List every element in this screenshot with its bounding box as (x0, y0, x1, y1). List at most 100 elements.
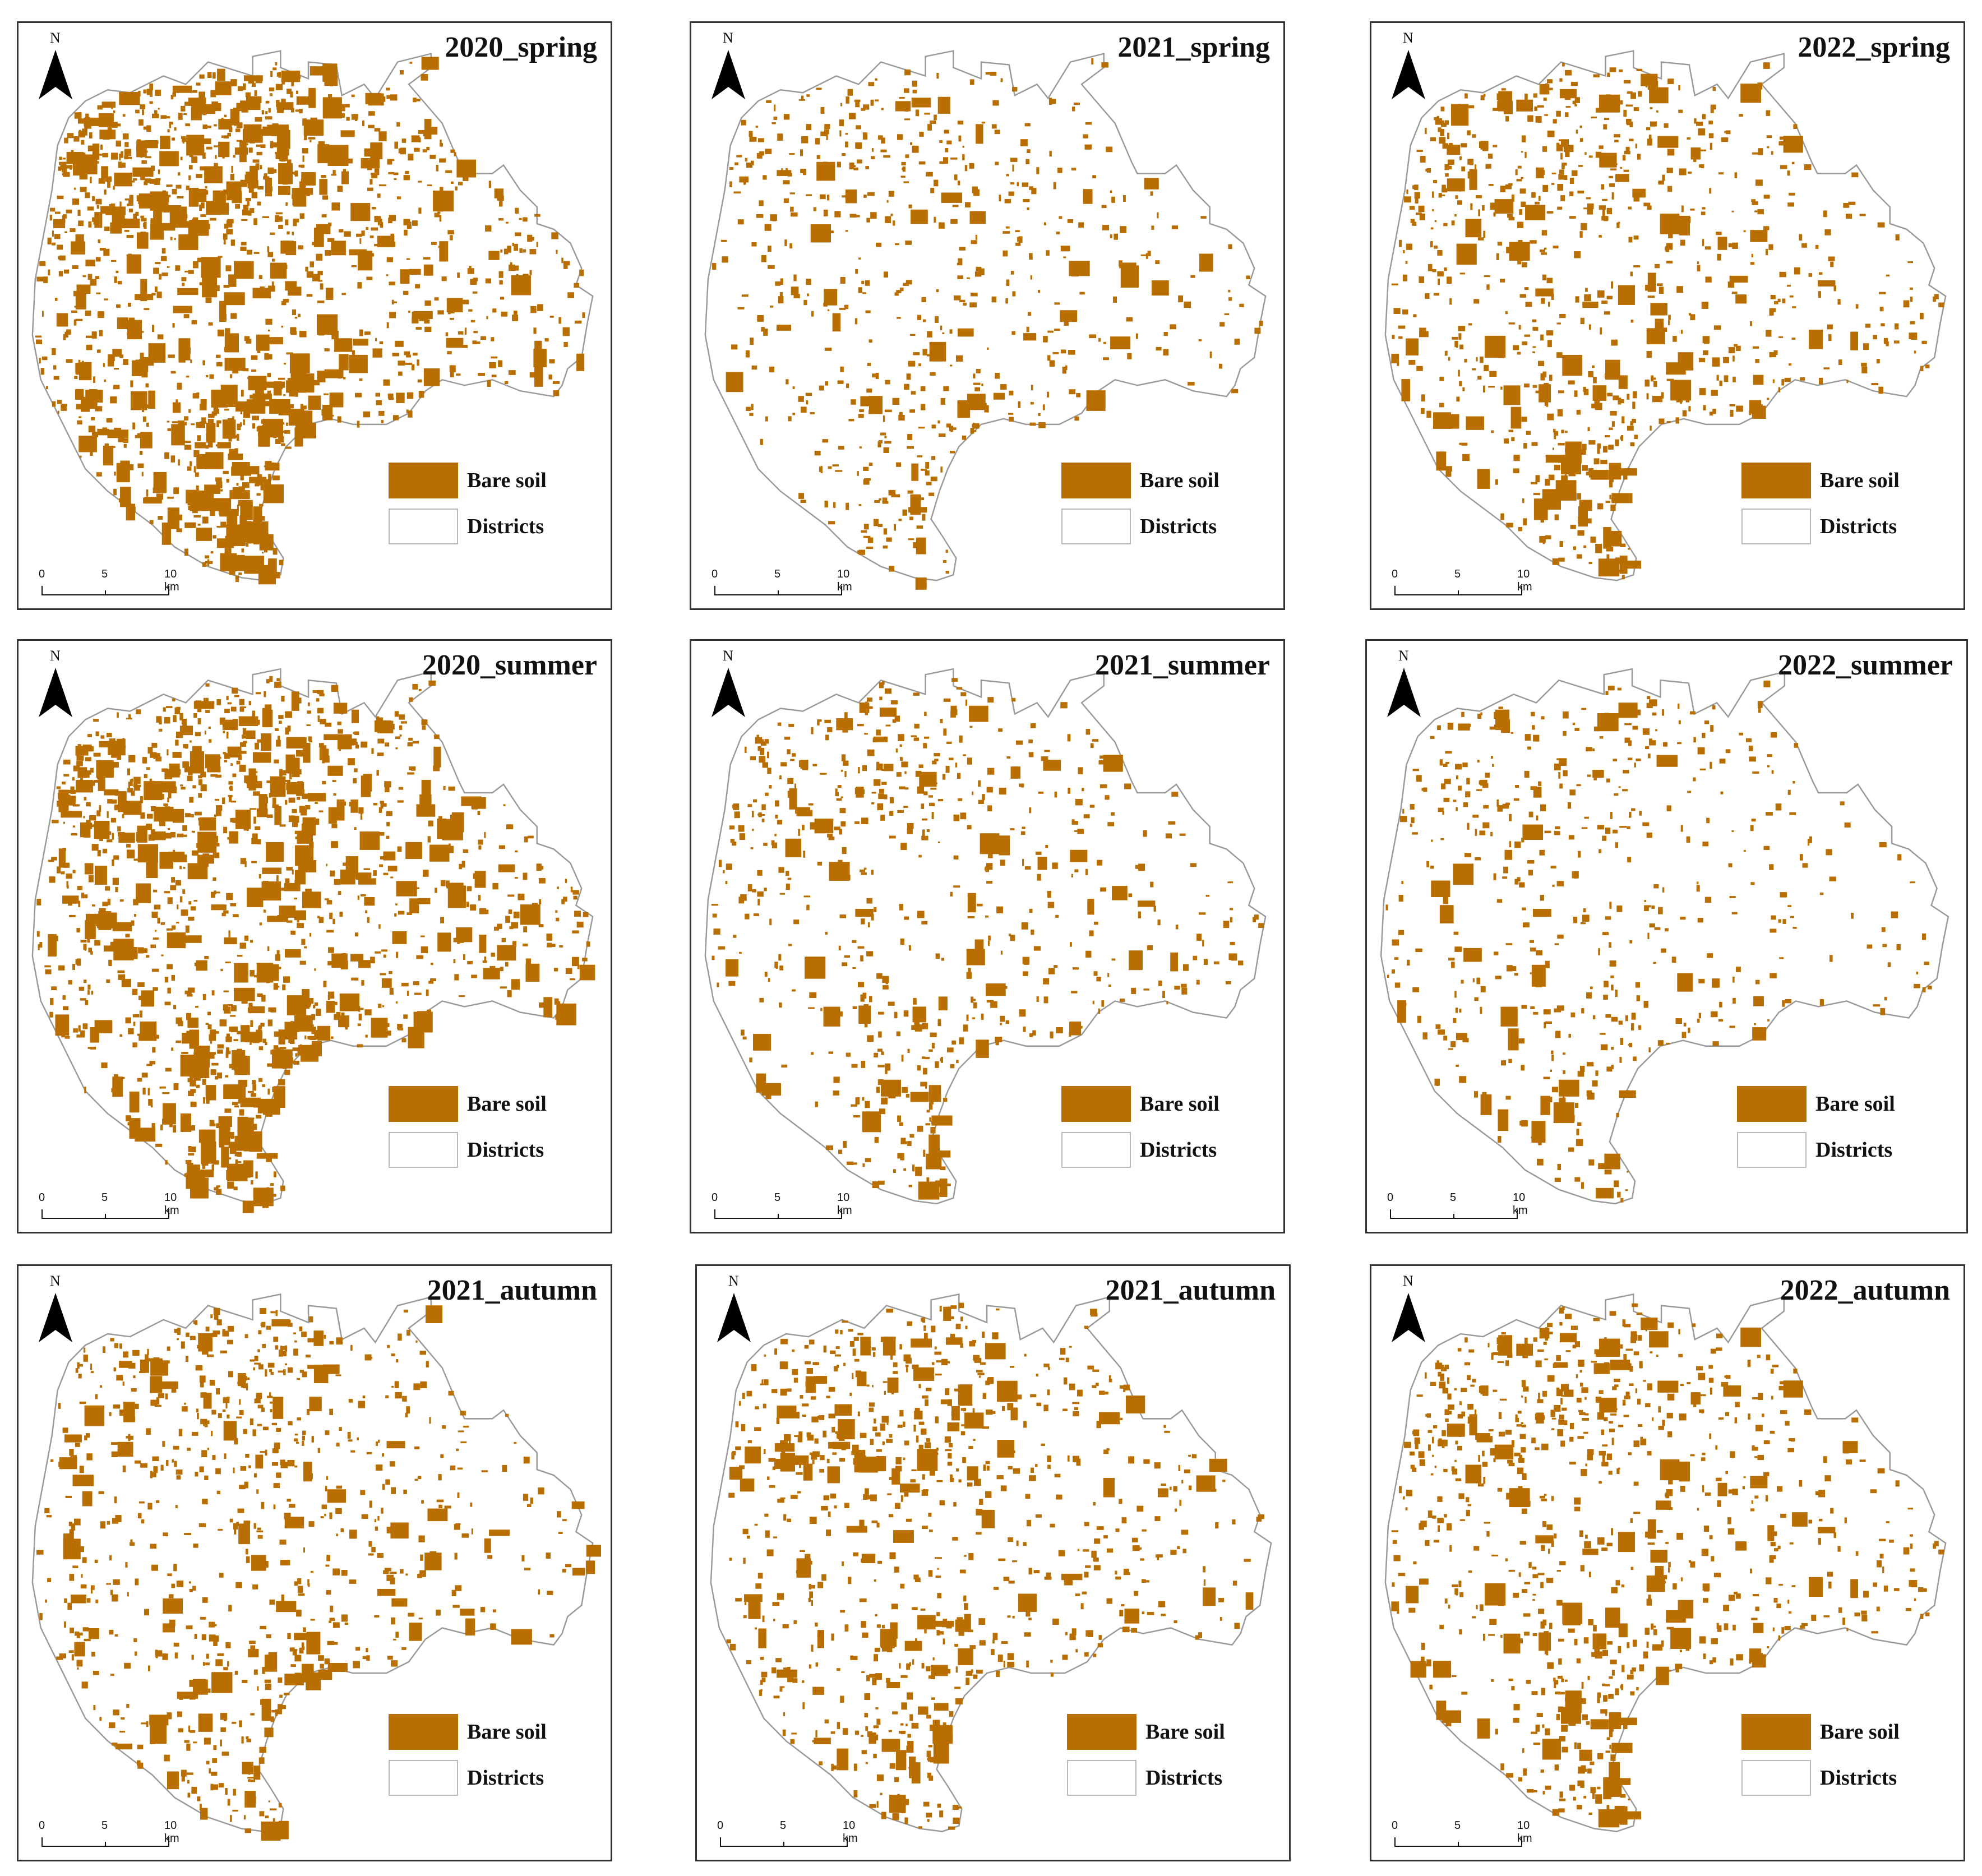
bare-soil-patch (149, 778, 152, 786)
bare-soil-patch (178, 113, 183, 120)
bare-soil-patch (288, 797, 295, 803)
north-label: N (723, 648, 733, 664)
bare-soil-patch (218, 119, 232, 130)
bare-soil-patch (406, 409, 409, 413)
bare-soil-patch (813, 207, 817, 211)
bare-soil-patch (1538, 1142, 1542, 1145)
bare-soil-patch (1633, 235, 1639, 240)
bare-soil-patch (883, 447, 889, 453)
bare-soil-patch (1531, 192, 1536, 198)
bare-soil-patch (102, 427, 107, 434)
bare-soil-patch (455, 186, 458, 191)
bare-soil-patch (538, 899, 542, 905)
bare-soil-patch (305, 266, 308, 272)
bare-soil-patch (775, 815, 778, 819)
bare-soil-patch (512, 941, 516, 947)
bare-soil-patch (718, 946, 726, 950)
bare-soil-patch (1071, 819, 1075, 821)
bare-soil-patch (937, 96, 950, 114)
bare-soil-patch (188, 347, 191, 354)
bare-soil-patch (1111, 196, 1115, 203)
bare-soil-patch (1662, 174, 1665, 181)
bare-soil-patch (1755, 358, 1759, 363)
bare-soil-patch (1700, 149, 1706, 151)
bare-soil-patch (949, 329, 953, 334)
bare-soil-patch (973, 382, 981, 385)
bare-soil-patch (49, 214, 52, 221)
bare-soil-patch (180, 156, 183, 160)
bare-soil-patch (408, 410, 413, 418)
bare-soil-patch (201, 417, 206, 423)
bare-soil-patch (1458, 326, 1466, 331)
bare-soil-patch (173, 1083, 179, 1091)
bare-soil-patch (1595, 151, 1602, 158)
bare-soil-patch (1554, 763, 1561, 771)
bare-soil-patch (523, 217, 528, 222)
bare-soil-patch (789, 243, 793, 249)
bare-soil-patch (486, 316, 488, 320)
bare-soil-patch (538, 924, 544, 927)
bare-soil-patch (865, 280, 870, 286)
bare-soil-patch (353, 778, 357, 784)
bare-soil-patch (449, 235, 453, 241)
bare-soil-patch (1725, 130, 1731, 135)
bare-soil-patch (937, 1019, 941, 1027)
bare-soil-patch (353, 339, 368, 346)
bare-soil-patch (185, 123, 191, 127)
bare-soil-patch (266, 337, 283, 345)
bare-soil-patch (278, 429, 281, 434)
bare-soil-patch (1712, 86, 1716, 91)
bare-soil-patch (1789, 295, 1794, 298)
bare-soil-patch (41, 311, 44, 317)
bare-soil-patch (898, 414, 905, 421)
bare-soil-patch (868, 922, 870, 928)
bare-soil-patch (824, 129, 829, 135)
bare-soil-patch (756, 214, 763, 218)
bare-soil-patch (930, 1127, 936, 1134)
bare-soil-patch (857, 724, 864, 727)
bare-soil-patch (63, 774, 70, 777)
bare-soil-patch (1611, 339, 1618, 346)
bare-soil-patch (357, 282, 362, 289)
bare-soil-patch (145, 404, 150, 409)
bare-soil-patch (394, 178, 397, 180)
bare-soil-patch (935, 953, 940, 959)
bare-soil-patch (338, 1015, 349, 1028)
bare-soil-patch (969, 705, 988, 722)
bare-soil-patch (1768, 244, 1773, 250)
bare-soil-patch (1028, 739, 1033, 743)
bare-soil-patch (1089, 805, 1095, 808)
bare-soil-patch (384, 781, 391, 788)
bare-soil-patch (788, 944, 792, 946)
bare-soil-patch (162, 1092, 170, 1094)
bare-soil-patch (1024, 123, 1031, 127)
bare-soil-patch (356, 233, 362, 237)
bare-soil-patch (828, 466, 832, 469)
bare-soil-patch (232, 489, 237, 494)
bare-soil-patch (1202, 940, 1204, 947)
bare-soil-patch (147, 1088, 150, 1096)
bare-soil-patch (403, 290, 409, 295)
bare-soil-patch (141, 948, 147, 953)
bare-soil-patch (1701, 211, 1706, 215)
bare-soil-patch (779, 292, 783, 297)
bare-soil-patch (73, 898, 78, 903)
bare-soil-patch (192, 90, 197, 93)
bare-soil-patch (278, 436, 284, 443)
bare-soil-patch (918, 363, 921, 367)
bare-soil-patch (439, 241, 449, 262)
bare-soil-patch (1606, 530, 1622, 547)
bare-soil-patch (242, 482, 250, 488)
bare-soil-patch (232, 569, 237, 572)
bare-soil-patch (125, 934, 130, 937)
bare-soil-patch (174, 127, 177, 131)
bare-soil-patch (1421, 408, 1425, 414)
bare-soil-patch (275, 152, 280, 159)
bare-soil-patch (1613, 759, 1618, 761)
bare-soil-patch (333, 793, 336, 796)
bare-soil-patch (1569, 191, 1574, 197)
bare-soil-patch (70, 165, 72, 170)
bare-soil-patch (959, 1037, 964, 1045)
bare-soil-patch (1615, 990, 1618, 997)
bare-soil-patch (297, 923, 304, 928)
